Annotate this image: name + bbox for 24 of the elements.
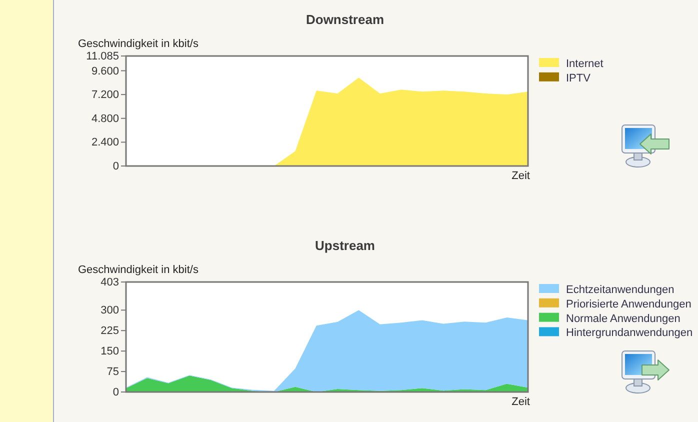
chart-title: Upstream [315, 238, 375, 253]
y-tick-label: 11.085 [86, 50, 119, 63]
y-tick-label: 225 [100, 325, 119, 338]
y-tick-label: 150 [100, 346, 119, 358]
legend-label: Priorisierte Anwendungen [566, 298, 692, 310]
y-tick-label: 75 [106, 366, 119, 378]
y-tick-label: 300 [100, 304, 119, 317]
legend-label: Normale Anwendungen [566, 312, 680, 325]
x-axis-title: Zeit [512, 170, 530, 182]
y-tick-label: 0 [112, 160, 119, 173]
legend-label: IPTV [566, 72, 592, 84]
y-tick-label: 7.200 [91, 89, 119, 102]
y-tick-label: 0 [112, 386, 119, 399]
y-axis-title: Geschwindigkeit in kbit/s [78, 264, 199, 276]
chart-title: Downstream [306, 12, 384, 27]
legend-label: Hintergrundanwendungen [566, 327, 693, 340]
legend-label: Internet [566, 58, 604, 70]
x-axis-title: Zeit [512, 396, 530, 408]
legend-label: Echtzeitanwendungen [566, 284, 674, 296]
y-tick-label: 2.400 [91, 136, 119, 149]
y-tick-label: 9.600 [91, 65, 119, 78]
y-axis-title: Geschwindigkeit in kbit/s [78, 38, 199, 50]
y-tick-label: 403 [100, 276, 119, 289]
y-tick-label: 4.800 [91, 112, 119, 125]
